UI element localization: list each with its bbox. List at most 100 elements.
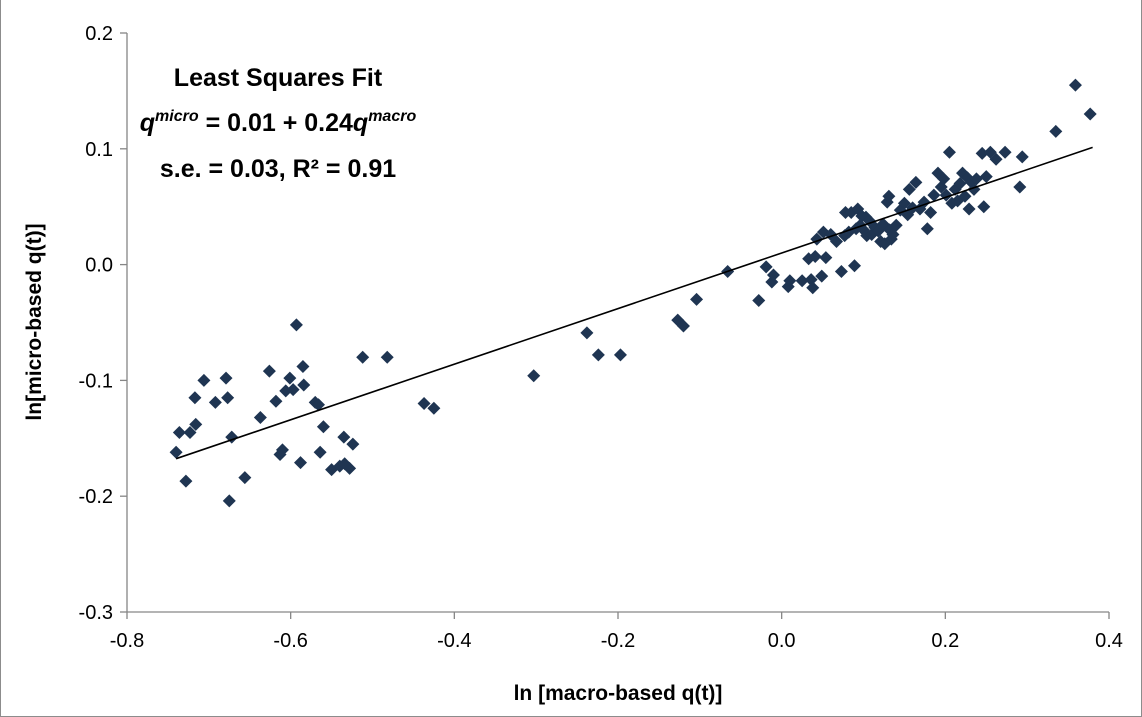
data-point: [289, 318, 303, 332]
data-point: [752, 293, 766, 307]
data-point: [1013, 180, 1027, 194]
data-point: [977, 200, 991, 214]
data-point: [343, 461, 357, 475]
y-tick-label: -0.2: [79, 486, 113, 508]
data-point: [222, 494, 236, 508]
data-point: [169, 445, 183, 459]
data-point: [847, 259, 861, 273]
data-point: [989, 152, 1003, 166]
annotation-title: Least Squares Fit: [174, 64, 383, 92]
data-point: [920, 222, 934, 236]
data-point: [269, 394, 283, 408]
data-point: [316, 420, 330, 434]
x-ticks: -0.8 -0.6 -0.4 -0.2 0.0 0.2 0.4: [110, 612, 1123, 652]
data-point: [296, 360, 310, 374]
equation-lhs-superscript: micro: [155, 108, 199, 125]
x-tick-label: -0.4: [437, 630, 471, 652]
data-point: [179, 474, 193, 488]
data-point: [183, 426, 197, 440]
data-point: [297, 378, 311, 392]
data-point: [958, 189, 972, 203]
data-point: [1049, 124, 1063, 138]
y-tick-label: 0.1: [85, 139, 113, 161]
fit-annotation: Least Squares Fit qmicro = 0.01 + 0.24qm…: [140, 64, 417, 183]
data-point: [808, 249, 822, 263]
data-point: [313, 445, 327, 459]
data-point: [580, 326, 594, 340]
data-point: [380, 350, 394, 364]
x-tick-label: -0.8: [110, 630, 144, 652]
data-point: [286, 383, 300, 397]
data-point: [238, 471, 252, 485]
data-point: [311, 398, 325, 412]
data-point: [834, 265, 848, 279]
data-point: [1068, 78, 1082, 92]
data-point: [346, 437, 360, 451]
data-point: [975, 146, 989, 160]
data-point: [208, 395, 222, 409]
data-point: [969, 172, 983, 186]
data-point: [927, 188, 941, 202]
data-point: [591, 348, 605, 362]
data-point: [819, 251, 833, 265]
data-point: [998, 145, 1012, 159]
data-point: [937, 172, 951, 186]
data-points: [169, 78, 1097, 508]
data-point: [219, 371, 233, 385]
annotation-stats: s.e. = 0.03, R² = 0.91: [160, 155, 396, 183]
y-tick-label: -0.3: [79, 602, 113, 624]
data-point: [902, 182, 916, 196]
equation-middle: = 0.01 + 0.24: [199, 109, 353, 137]
x-tick-label: -0.2: [601, 630, 635, 652]
data-point: [1083, 107, 1097, 121]
data-point: [275, 443, 289, 457]
data-point: [942, 145, 956, 159]
data-point: [1015, 150, 1029, 164]
data-point: [783, 274, 797, 288]
data-point: [909, 175, 923, 189]
y-tick-label: -0.1: [79, 370, 113, 392]
data-point: [427, 401, 441, 415]
data-point: [172, 426, 186, 440]
data-point: [962, 202, 976, 216]
equation-lhs: q: [140, 109, 155, 137]
data-point: [766, 268, 780, 282]
x-axis-title: ln [macro-based q(t)]: [514, 682, 723, 705]
data-point: [417, 397, 431, 411]
data-point: [613, 348, 627, 362]
data-point: [337, 430, 351, 444]
axes: -0.3 -0.2 -0.1 0.0 0.1 0.2 -0.8 -0.6 -0.4 -0.2 0.…: [79, 23, 1123, 652]
y-axis-title: ln[micro-based q(t)]: [23, 223, 46, 420]
data-point: [293, 456, 307, 470]
data-point: [759, 260, 773, 274]
y-ticks: -0.3 -0.2 -0.1 0.0 0.1 0.2: [79, 23, 127, 624]
y-tick-label: 0.0: [85, 255, 113, 277]
fit-line: [175, 146, 1093, 460]
data-point: [815, 269, 829, 283]
data-point: [356, 350, 370, 364]
data-point: [690, 292, 704, 306]
data-point: [197, 373, 211, 387]
x-tick-label: 0.2: [931, 630, 959, 652]
data-point: [924, 205, 938, 219]
equation-rhs-superscript: macro: [368, 108, 416, 125]
data-point: [676, 319, 690, 333]
data-point: [221, 391, 235, 405]
data-point: [882, 189, 896, 203]
data-point: [188, 391, 202, 405]
x-tick-label: 0.0: [768, 630, 796, 652]
data-point: [953, 177, 967, 191]
data-point: [795, 274, 809, 288]
data-point: [527, 369, 541, 383]
data-point: [979, 170, 993, 184]
equation-rhs: q: [353, 109, 368, 137]
data-point: [829, 234, 843, 248]
x-tick-label: 0.4: [1095, 630, 1123, 652]
data-point: [283, 371, 297, 385]
data-point: [253, 410, 267, 424]
annotation-equation: qmicro = 0.01 + 0.24qmacro: [140, 108, 417, 137]
data-point: [189, 417, 203, 431]
data-point: [889, 218, 903, 232]
